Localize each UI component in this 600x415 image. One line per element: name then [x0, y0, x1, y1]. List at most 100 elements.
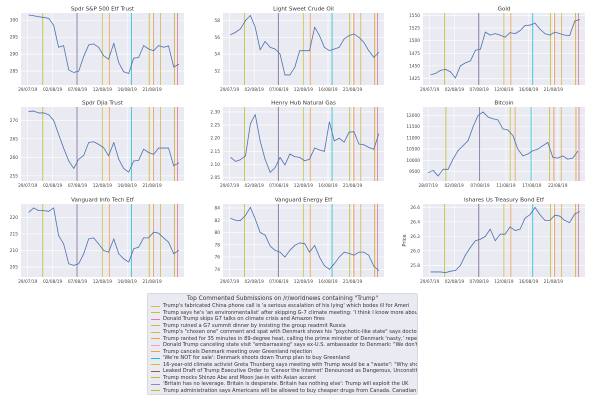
data-point — [517, 148, 519, 150]
x-tick-label: 28/07/19 — [419, 183, 439, 189]
data-point — [123, 258, 124, 260]
data-point — [562, 155, 564, 157]
data-point — [38, 210, 39, 211]
data-point — [68, 160, 70, 162]
data-point — [512, 135, 514, 136]
y-tick-label: 2.10 — [210, 162, 220, 168]
legend-item: Trump cancels Denmark meeting over Green… — [148, 349, 417, 356]
x-tick-label: 17/08/19 — [522, 183, 542, 189]
x-tick-label: 07/08/19 — [469, 279, 489, 285]
data-point — [472, 126, 474, 127]
legend-line-swatch — [151, 357, 160, 359]
data-point — [230, 34, 232, 36]
data-point — [353, 33, 355, 35]
data-point — [569, 35, 570, 37]
data-point — [537, 148, 539, 150]
data-point — [284, 74, 286, 76]
data-point — [274, 167, 276, 168]
data-point — [499, 233, 501, 235]
chart-title: Spdr Djia Trust — [82, 101, 124, 107]
data-point — [378, 51, 380, 53]
legend-item: Trump's "chosen one" comment and spat wi… — [148, 329, 417, 336]
x-tick-label: 12/08/19 — [93, 279, 113, 285]
y-tick-label: 52 — [215, 68, 221, 74]
data-point — [138, 159, 140, 161]
legend-line-swatch — [151, 377, 160, 379]
data-point — [574, 20, 576, 22]
data-point — [319, 35, 320, 36]
legend-label: Trump's "chosen one" comment and spat wi… — [163, 329, 417, 335]
data-point — [378, 133, 380, 135]
data-point — [53, 119, 54, 121]
subplot: 29/07/19 02/08/19 07/08/19 12/08/19 16/08/19… — [215, 7, 384, 93]
data-point — [245, 155, 246, 157]
data-point — [78, 158, 80, 160]
chart-title: Vanguard Info Tech Etf — [71, 198, 135, 204]
data-point — [294, 67, 296, 68]
y-tick-label: 80 — [215, 230, 221, 236]
data-point — [378, 270, 380, 271]
y-tick-label: 210 — [10, 248, 18, 254]
legend-label: Trump ranted for 35 minutes in 89-degree… — [163, 335, 417, 342]
x-tick-label: 21/08/19 — [142, 183, 162, 189]
y-tick-label: 295 — [10, 35, 18, 41]
data-point — [138, 246, 140, 248]
data-point — [269, 46, 271, 48]
data-point — [38, 16, 39, 18]
x-tick-label: 21/08/19 — [343, 87, 363, 93]
data-point — [532, 150, 534, 152]
data-point — [73, 168, 75, 169]
data-point — [492, 118, 494, 120]
data-point — [83, 56, 85, 57]
x-tick-label: 07/08/19 — [269, 87, 289, 93]
chart-title: Gold — [498, 7, 511, 13]
x-tick-label: 29/07/19 — [18, 183, 38, 189]
data-point — [348, 35, 350, 36]
data-point — [477, 115, 479, 116]
data-point — [353, 254, 355, 256]
y-tick-label: 11000 — [406, 135, 420, 141]
data-point — [348, 131, 350, 133]
data-point — [504, 233, 506, 235]
data-point — [294, 156, 296, 157]
data-point — [329, 268, 330, 270]
data-point — [502, 128, 504, 130]
y-tick-label: 11500 — [406, 124, 420, 130]
y-tick-label: 1525 — [409, 26, 420, 32]
data-point — [43, 17, 45, 18]
data-point — [554, 31, 556, 33]
data-point — [118, 158, 120, 160]
legend-item: Donald Trump canceling state visit "emba… — [148, 342, 417, 349]
data-point — [158, 45, 159, 46]
y-tick-label: 10000 — [406, 158, 420, 164]
data-point — [173, 253, 175, 255]
data-point — [148, 237, 149, 239]
data-point — [524, 217, 526, 219]
data-point — [557, 157, 559, 159]
data-point — [480, 48, 481, 50]
data-point — [178, 162, 180, 164]
data-point — [435, 73, 436, 74]
data-point — [529, 24, 531, 26]
data-point — [178, 250, 180, 251]
data-point — [254, 114, 256, 115]
data-point — [128, 73, 130, 74]
data-point — [363, 41, 365, 43]
data-point — [274, 249, 276, 251]
data-point — [534, 206, 536, 208]
data-point — [509, 226, 511, 228]
data-point — [48, 210, 50, 212]
data-point — [68, 263, 70, 265]
data-point — [329, 50, 330, 52]
legend-line-swatch — [151, 305, 160, 307]
data-point — [284, 164, 286, 166]
legend-item: Trump ranted for 35 minutes in 89-degree… — [148, 336, 417, 343]
x-tick-label: 16/08/19 — [318, 87, 338, 93]
data-point — [440, 271, 441, 273]
y-tick-label: 26.2 — [410, 234, 420, 240]
legend-item: 'Britain has no leverage. Britain is des… — [148, 381, 417, 388]
data-point — [338, 137, 340, 139]
data-point — [549, 220, 551, 221]
x-tick-label: 07/08/19 — [269, 183, 289, 189]
data-point — [168, 147, 169, 149]
